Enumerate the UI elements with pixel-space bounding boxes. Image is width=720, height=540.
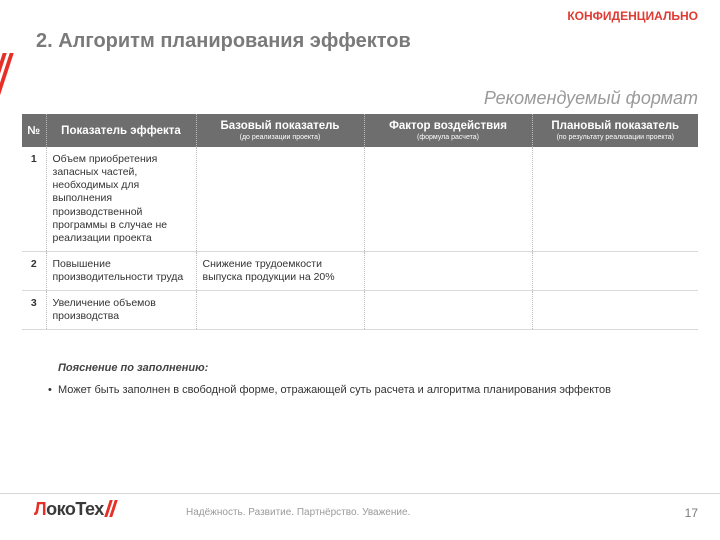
cell-indicator: Повышение производительности труда: [46, 251, 196, 290]
logo-part-dark: окоТех: [46, 499, 104, 519]
col-header-plan: Плановый показатель(по результату реализ…: [532, 114, 698, 147]
col-header-base: Базовый показатель(до реализации проекта…: [196, 114, 364, 147]
note-bullet: Может быть заполнен в свободной форме, о…: [58, 384, 611, 396]
effects-table: № Показатель эффекта Базовый показатель(…: [22, 114, 698, 330]
col-header-indicator: Показатель эффекта: [46, 114, 196, 147]
cell-num: 2: [22, 251, 46, 290]
table-row: 1 Объем приобретения запасных частей, не…: [22, 147, 698, 251]
page-number: 17: [685, 506, 698, 520]
cell-factor: [364, 147, 532, 251]
accent-slashes: [0, 53, 7, 118]
cell-plan: [532, 147, 698, 251]
subtitle: Рекомендуемый формат: [484, 88, 698, 109]
cell-indicator: Объем приобретения запасных частей, необ…: [46, 147, 196, 251]
note-title: Пояснение по заполнению:: [58, 362, 208, 374]
cell-plan: [532, 291, 698, 330]
logo: ЛокоТех: [34, 499, 117, 522]
cell-base: Снижение трудоемкости выпуска продукции …: [196, 251, 364, 290]
cell-factor: [364, 251, 532, 290]
footer-divider: [0, 493, 720, 494]
logo-part-red: Л: [34, 499, 46, 519]
confidential-label: КОНФИДЕНЦИАЛЬНО: [567, 10, 698, 23]
col-header-num: №: [22, 114, 46, 147]
table-row: 3 Увеличение объемов производства: [22, 291, 698, 330]
cell-base: [196, 147, 364, 251]
cell-factor: [364, 291, 532, 330]
cell-base: [196, 291, 364, 330]
logo-slash-icon: [107, 500, 117, 522]
page-title: 2. Алгоритм планирования эффектов: [36, 30, 411, 53]
cell-num: 3: [22, 291, 46, 330]
col-header-factor: Фактор воздействия(формула расчета): [364, 114, 532, 147]
cell-num: 1: [22, 147, 46, 251]
cell-plan: [532, 251, 698, 290]
cell-indicator: Увеличение объемов производства: [46, 291, 196, 330]
footer-tagline: Надёжность. Развитие. Партнёрство. Уваже…: [186, 507, 410, 518]
table-row: 2 Повышение производительности труда Сни…: [22, 251, 698, 290]
